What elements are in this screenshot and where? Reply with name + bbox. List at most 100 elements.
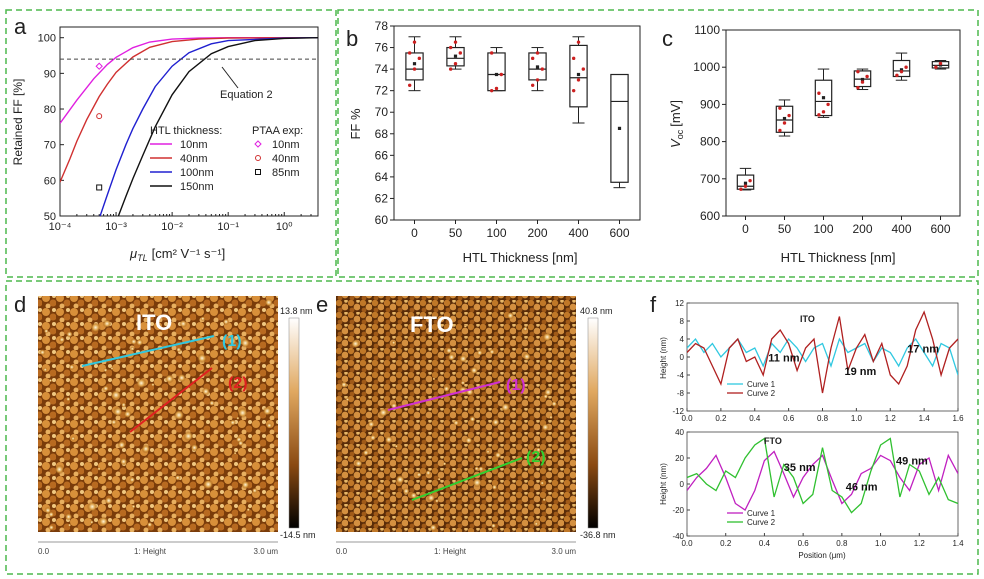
- afm-grain: [197, 353, 207, 364]
- chart-b-box-100: [487, 52, 506, 92]
- afm-grain: [490, 523, 497, 529]
- afm-ito-scale-max: 13.8 nm: [280, 306, 313, 316]
- afm-grain: [384, 435, 393, 444]
- chart-f-fto-ytick-label: 20: [675, 454, 684, 463]
- chart-f-ito-series-Curve-2: [687, 310, 958, 394]
- afm-ito-scale-min: -14.5 nm: [280, 530, 316, 540]
- afm-grain: [464, 436, 473, 445]
- afm-fto-line-1: [387, 381, 501, 411]
- afm-fto-line-2-label: (2): [526, 449, 546, 466]
- afm-grain: [534, 521, 539, 526]
- afm-grain: [229, 419, 236, 426]
- legend-title-lines: HTL thickness:: [150, 125, 222, 137]
- afm-grain: [90, 322, 101, 333]
- afm-grain: [104, 496, 113, 505]
- afm-grain: [350, 339, 361, 349]
- afm-grain: [240, 338, 251, 348]
- afm-grain: [208, 400, 215, 407]
- afm-grain: [470, 366, 479, 375]
- chart-b-ytick-label: 68: [375, 127, 389, 141]
- chart-c-ylabel: Voc[mV]: [668, 100, 685, 148]
- afm-grain: [345, 397, 350, 402]
- afm-grain: [472, 477, 482, 488]
- chart-f-ito-ytick-label: 12: [675, 299, 684, 308]
- afm-grain: [179, 319, 188, 328]
- chart-a-xtick-label: 10⁻¹: [217, 221, 239, 233]
- afm-grain: [200, 316, 206, 322]
- chart-b-data-point: [576, 40, 581, 44]
- chart-c-data-point: [748, 178, 752, 183]
- chart-f-fto-legend-label: Curve 1: [747, 509, 776, 518]
- afm-grain: [500, 402, 511, 412]
- chart-b-mean-marker: [535, 65, 540, 69]
- afm-grain: [246, 507, 251, 512]
- chart-b-data-point: [407, 51, 412, 55]
- chart-a-ytick-label: 100: [38, 33, 56, 45]
- afm-ito-line-1-label: (1): [222, 333, 242, 350]
- chart-a-legend-label: 40nm: [180, 153, 208, 165]
- panel-label-a: a: [14, 14, 27, 39]
- afm-panel-e: FTO (1) (2) 40.8 nm -36.8 nm 0.0 1: Heig…: [336, 296, 616, 556]
- chart-b-data-point: [540, 67, 545, 71]
- chart-c-data-point: [778, 128, 782, 133]
- chart-c: 600 700 800 900 1000 1100 0 50 100 200 400 600 Voc[…: [668, 23, 961, 265]
- chart-c-mean-marker: [743, 181, 748, 185]
- chart-b-ytick-label: 66: [375, 148, 389, 162]
- afm-grain: [66, 330, 73, 338]
- chart-f-fto: 40 20 0 -20 -400.0 0.2 0.4 0.6 0.8 1.0 1.2 1.4 Curve…: [659, 428, 964, 560]
- chart-a-ytick-label: 50: [44, 211, 56, 223]
- afm-fto-scale-max: 40.8 nm: [580, 306, 613, 316]
- chart-c-data-point: [895, 73, 899, 78]
- afm-ito-scalebar: [288, 317, 300, 529]
- chart-a-legend-point-label: 40nm: [272, 153, 300, 165]
- chart-a-legend-marker: [255, 169, 261, 175]
- chart-b-plot-frame: [393, 25, 641, 221]
- chart-f-ito-ytick-label: 0: [680, 353, 685, 362]
- chart-a-ref-label: Equation 2: [220, 89, 273, 101]
- chart-b-data-point: [453, 40, 458, 44]
- chart-c-data-point: [821, 110, 826, 114]
- chart-b-ytick-label: 78: [375, 19, 389, 33]
- afm-grain: [432, 377, 436, 381]
- chart-f-fto-xlabel: Position (μm): [798, 551, 846, 560]
- afm-grain: [264, 298, 274, 307]
- chart-c-xlabel: HTL Thickness [nm]: [781, 250, 896, 265]
- afm-grain: [362, 449, 370, 456]
- chart-b-data-point: [453, 62, 458, 66]
- chart-c-data-point: [787, 113, 791, 118]
- chart-a-point-10nm: [95, 62, 103, 70]
- afm-grain: [65, 396, 71, 402]
- panel-label-f: f: [650, 292, 657, 317]
- chart-a-xtick-label: 10⁻²: [161, 221, 183, 233]
- chart-a-legend-marker: [255, 155, 261, 161]
- chart-b-data-point: [407, 83, 412, 87]
- chart-b: 60 62 64 66 68 70 72 74 76 78 0 50 100 200 400 600 FF %…: [348, 19, 641, 265]
- chart-c-xtick-label: 200: [852, 222, 872, 236]
- chart-c-ytick-label: 700: [700, 172, 720, 186]
- afm-grain: [478, 466, 484, 472]
- afm-grain: [506, 311, 515, 320]
- chart-f-fto-height-annotation: 35 nm: [784, 462, 816, 474]
- afm-grain: [378, 407, 388, 418]
- frame-a: [5, 9, 337, 278]
- afm-grain: [131, 504, 136, 509]
- frame-def: [5, 280, 979, 575]
- chart-b-data-point: [458, 51, 463, 55]
- afm-grain: [522, 352, 531, 361]
- afm-grain: [548, 415, 553, 420]
- afm-grain: [44, 506, 52, 514]
- afm-ito-line-1: [81, 335, 215, 367]
- afm-grain: [376, 488, 382, 494]
- chart-b-ytick-label: 60: [375, 213, 389, 227]
- chart-b-ytick-label: 64: [375, 170, 389, 184]
- chart-c-data-point: [934, 65, 938, 69]
- chart-f-fto-ylabel: Height (nm): [659, 463, 668, 505]
- chart-a-point-40nm: [96, 113, 103, 120]
- afm-grain: [486, 449, 490, 454]
- afm-grain: [452, 419, 460, 426]
- chart-b-box-400: [569, 44, 588, 108]
- chart-b-xtick-label: 600: [609, 226, 629, 240]
- afm-grain: [201, 387, 211, 396]
- afm-grain: [522, 326, 528, 332]
- chart-f-ito-xtick-label: 1.2: [885, 414, 897, 423]
